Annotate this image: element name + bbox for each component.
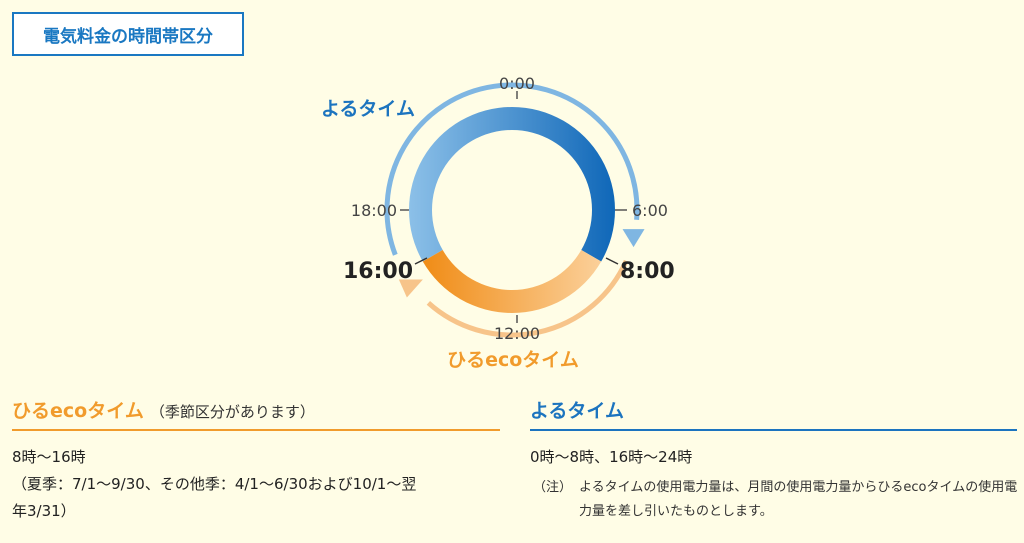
day-section-body: 8時〜16時 （夏季：7/1〜9/30、その他季：4/1〜6/30および10/1… — [12, 444, 502, 525]
day-hours: 8時〜16時 — [12, 448, 86, 466]
night-section-header: よるタイム — [530, 396, 1017, 431]
switch-time-right: 8:00 — [620, 259, 675, 284]
night-direction-arrow — [384, 82, 640, 256]
tick-label-right: 6:00 — [632, 201, 668, 220]
tick-mark-switch-right — [605, 257, 619, 265]
night-time-label: よるタイム — [321, 98, 415, 120]
day-time-label: ひるecoタイム — [447, 349, 579, 371]
night-note: （注） よるタイムの使用電力量は、月間の使用電力量からひるecoタイムの使用電力… — [533, 476, 1018, 524]
tick-label-left: 18:00 — [351, 201, 397, 220]
night-hours: 0時〜8時、16時〜24時 — [530, 448, 693, 466]
night-ring-segment — [408, 107, 615, 262]
night-arrow-head-icon — [622, 229, 645, 248]
day-arrow-head-icon — [398, 279, 423, 298]
night-section-body: 0時〜8時、16時〜24時 — [530, 444, 1018, 471]
time-zone-dial: 0:00 6:00 18:00 12:00 8:00 16:00 よるタイム ひ… — [321, 74, 675, 371]
day-seasons-line2: 年3/31） — [12, 502, 76, 520]
day-section-subtitle: （季節区分があります） — [149, 403, 315, 421]
page-title: 電気料金の時間帯区分 — [12, 12, 244, 56]
night-section-title: よるタイム — [530, 400, 625, 422]
day-section-header: ひるecoタイム （季節区分があります） — [12, 396, 500, 431]
tick-mark-switch-left — [414, 257, 428, 265]
day-ring-segment — [422, 250, 602, 313]
day-section-title: ひるecoタイム — [12, 400, 144, 422]
note-text: よるタイムの使用電力量は、月間の使用電力量からひるecoタイムの使用電力量を差し… — [579, 480, 1018, 519]
switch-time-left: 16:00 — [343, 259, 413, 284]
tick-label-bottom: 12:00 — [494, 324, 540, 343]
day-direction-arrow — [426, 259, 629, 338]
note-tag: （注） — [533, 480, 573, 495]
day-seasons-line1: （夏季：7/1〜9/30、その他季：4/1〜6/30および10/1〜翌 — [12, 475, 417, 493]
tick-label-top: 0:00 — [499, 74, 535, 93]
